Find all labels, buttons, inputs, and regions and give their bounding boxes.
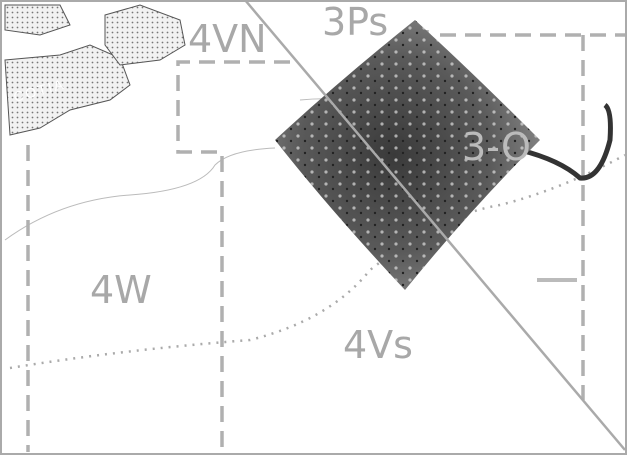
skate-tail [519,102,613,181]
diagonal-boundary [244,0,626,451]
land-nova-scotia [4,44,131,136]
zone-label: 4Vs [343,323,413,367]
zone-boundary [176,60,290,452]
zone-label: 4W [90,268,152,312]
skate-spots [275,20,540,290]
contour [4,147,276,241]
zone-label: 3Ps [322,0,388,44]
tiny-text [537,278,577,282]
zone-label: 4VN [188,17,267,61]
land-north [4,4,71,36]
zone-label: 3-O [462,125,531,169]
dotted-line [9,153,626,370]
land-cape-breton [104,4,186,66]
